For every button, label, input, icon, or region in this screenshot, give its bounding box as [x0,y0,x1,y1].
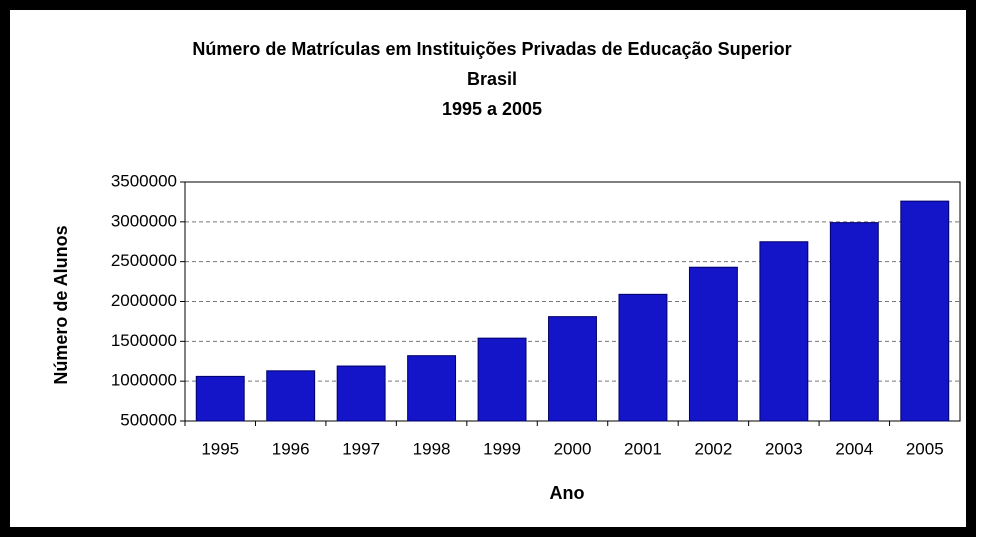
y-tick-label: 1500000 [111,331,177,350]
y-tick-label: 500000 [120,410,177,429]
bar [688,266,738,422]
bar [829,222,879,422]
bar [759,241,809,422]
y-tick-label: 3000000 [111,211,177,230]
y-axis-label: Número de Alunos [51,225,71,384]
x-tick-label: 1995 [201,439,239,458]
x-tick-label: 2000 [554,439,592,458]
chart-subtitle: 1995 a 2005 [442,99,542,119]
x-axis-label: Ano [550,483,585,503]
bar [618,293,668,422]
bar [336,365,386,422]
x-tick-label: 2001 [624,439,662,458]
chart-title: Número de Matrículas em Instituições Pri… [192,39,791,59]
y-tick-label: 2500000 [111,251,177,270]
x-tick-label: 1997 [342,439,380,458]
x-tick-label: 2004 [835,439,873,458]
x-tick-label: 2003 [765,439,803,458]
bar [266,370,316,422]
y-tick-label: 1000000 [111,371,177,390]
x-tick-label: 2005 [906,439,944,458]
chart-subtitle: Brasil [467,69,517,89]
x-tick-label: 1999 [483,439,521,458]
x-tick-label: 1998 [413,439,451,458]
x-tick-label: 1996 [272,439,310,458]
bar [548,316,597,422]
y-tick-label: 3500000 [111,171,177,190]
bar [407,355,457,422]
bar [477,337,527,422]
y-tick-label: 2000000 [111,291,177,310]
bar [195,375,245,422]
x-tick-label: 2002 [694,439,732,458]
bar [900,200,950,422]
